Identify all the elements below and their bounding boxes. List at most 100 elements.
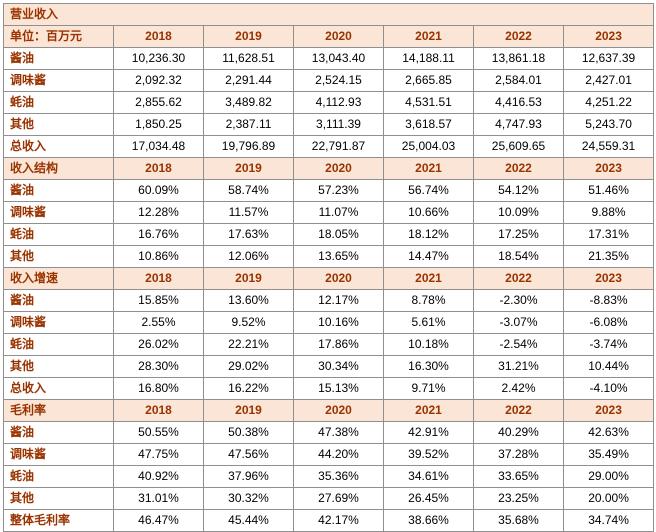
table-body: 营业收入 单位：百万元 2018 2019 2020 2021 2022 2023 酱油 10,2… <box>2 3 655 532</box>
data-cell: 17,034.48 <box>113 135 204 158</box>
data-cell: -3.07% <box>473 311 564 334</box>
row-label: 整体毛利率 <box>3 509 114 532</box>
data-cell: 28.30% <box>113 355 204 378</box>
table-row: 其他 10.86% 12.06% 13.65% 14.47% 18.54% 21.35% <box>3 245 655 268</box>
data-cell: 10.86% <box>113 245 204 268</box>
data-cell: 3,111.39 <box>293 113 384 136</box>
data-cell: 2.55% <box>113 311 204 334</box>
data-cell: 47.75% <box>113 443 204 466</box>
data-cell: 12,637.39 <box>562 47 655 70</box>
data-cell: 58.74% <box>203 179 294 202</box>
data-cell: 22,791.87 <box>293 135 384 158</box>
data-cell: 51.46% <box>562 179 655 202</box>
data-cell: 8.78% <box>383 289 474 312</box>
year-header: 2023 <box>562 267 655 290</box>
data-cell: 10.44% <box>562 355 655 378</box>
year-header: 2021 <box>383 25 474 48</box>
data-cell: 26.02% <box>113 333 204 356</box>
data-cell: 54.12% <box>473 179 564 202</box>
row-label: 酱油 <box>3 289 114 312</box>
table-title-row: 营业收入 <box>2 3 655 26</box>
year-header: 2019 <box>203 157 294 180</box>
table-row: 蚝油 2,855.62 3,489.82 4,112.93 4,531.51 4,416.… <box>3 91 655 114</box>
year-header: 2020 <box>293 25 384 48</box>
table-row: 调味酱 47.75% 47.56% 44.20% 39.52% 37.28% 35.49% <box>3 443 655 466</box>
year-header: 2020 <box>293 399 384 422</box>
data-cell: 25,004.03 <box>383 135 474 158</box>
data-cell: 2,584.01 <box>473 69 564 92</box>
row-label: 蚝油 <box>3 91 114 114</box>
data-cell: 4,747.93 <box>473 113 564 136</box>
data-cell: 34.74% <box>562 509 655 532</box>
data-cell: 38.66% <box>383 509 474 532</box>
data-cell: 37.28% <box>473 443 564 466</box>
data-cell: 56.74% <box>383 179 474 202</box>
row-label: 蚝油 <box>3 223 114 246</box>
data-cell: 40.92% <box>113 465 204 488</box>
data-cell: 2,665.85 <box>383 69 474 92</box>
data-cell: 4,416.53 <box>473 91 564 114</box>
data-cell: 35.49% <box>562 443 655 466</box>
data-cell: 42.91% <box>383 421 474 444</box>
year-header: 2021 <box>383 267 474 290</box>
row-label: 蚝油 <box>3 465 114 488</box>
year-header: 2023 <box>562 157 655 180</box>
data-cell: 29.00% <box>562 465 655 488</box>
section-header-row: 收入结构 2018 2019 2020 2021 2022 2023 <box>3 157 655 180</box>
data-cell: 15.85% <box>113 289 204 312</box>
data-cell: -6.08% <box>562 311 655 334</box>
row-label: 总收入 <box>3 135 114 158</box>
year-header: 2018 <box>113 399 204 422</box>
data-cell: 17.31% <box>562 223 655 246</box>
data-cell: 46.47% <box>113 509 204 532</box>
data-cell: 42.17% <box>293 509 384 532</box>
data-cell: 13,861.18 <box>473 47 564 70</box>
section-title: 收入结构 <box>3 157 114 180</box>
data-cell: 18.54% <box>473 245 564 268</box>
data-cell: 31.21% <box>473 355 564 378</box>
row-label: 总收入 <box>3 377 114 400</box>
data-cell: 31.01% <box>113 487 204 510</box>
year-header: 2020 <box>293 157 384 180</box>
table-row: 其他 1,850.25 2,387.11 3,111.39 3,618.57 4,747.… <box>3 113 655 136</box>
table-row: 酱油 50.55% 50.38% 47.38% 42.91% 40.29% 42.63% <box>3 421 655 444</box>
row-label: 酱油 <box>3 47 114 70</box>
data-cell: -8.83% <box>562 289 655 312</box>
data-cell: 14,188.11 <box>383 47 474 70</box>
data-cell: 10.18% <box>383 333 474 356</box>
data-cell: 13.65% <box>293 245 384 268</box>
data-cell: 11.07% <box>293 201 384 224</box>
data-cell: 14.47% <box>383 245 474 268</box>
data-cell: 21.35% <box>562 245 655 268</box>
data-cell: 35.36% <box>293 465 384 488</box>
data-cell: 50.38% <box>203 421 294 444</box>
data-cell: 35.68% <box>473 509 564 532</box>
year-header: 2022 <box>473 399 564 422</box>
data-cell: 25,609.65 <box>473 135 564 158</box>
data-cell: 26.45% <box>383 487 474 510</box>
data-cell: 10.16% <box>293 311 384 334</box>
data-cell: 2,427.01 <box>562 69 655 92</box>
data-cell: -4.10% <box>562 377 655 400</box>
section-header-row: 收入增速 2018 2019 2020 2021 2022 2023 <box>3 267 655 290</box>
data-cell: 18.05% <box>293 223 384 246</box>
data-cell: 27.69% <box>293 487 384 510</box>
data-cell: 12.17% <box>293 289 384 312</box>
data-cell: 19,796.89 <box>203 135 294 158</box>
year-header: 2023 <box>562 25 655 48</box>
data-cell: 47.38% <box>293 421 384 444</box>
data-cell: 2,092.32 <box>113 69 204 92</box>
table-row: 酱油 10,236.30 11,628.51 13,043.40 14,188.11 13… <box>3 47 655 70</box>
data-cell: 33.65% <box>473 465 564 488</box>
data-cell: 40.29% <box>473 421 564 444</box>
data-cell: 9.71% <box>383 377 474 400</box>
table-row: 总收入 16.80% 16.22% 15.13% 9.71% 2.42% -4.10% <box>3 377 655 400</box>
table-row: 调味酱 12.28% 11.57% 11.07% 10.66% 10.09% 9.88% <box>3 201 655 224</box>
data-cell: 2,855.62 <box>113 91 204 114</box>
data-cell: 5.61% <box>383 311 474 334</box>
row-label: 其他 <box>3 113 114 136</box>
data-cell: 13,043.40 <box>293 47 384 70</box>
row-label: 调味酱 <box>3 69 114 92</box>
data-cell: 60.09% <box>113 179 204 202</box>
table-row: 蚝油 40.92% 37.96% 35.36% 34.61% 33.65% 29.00% <box>3 465 655 488</box>
